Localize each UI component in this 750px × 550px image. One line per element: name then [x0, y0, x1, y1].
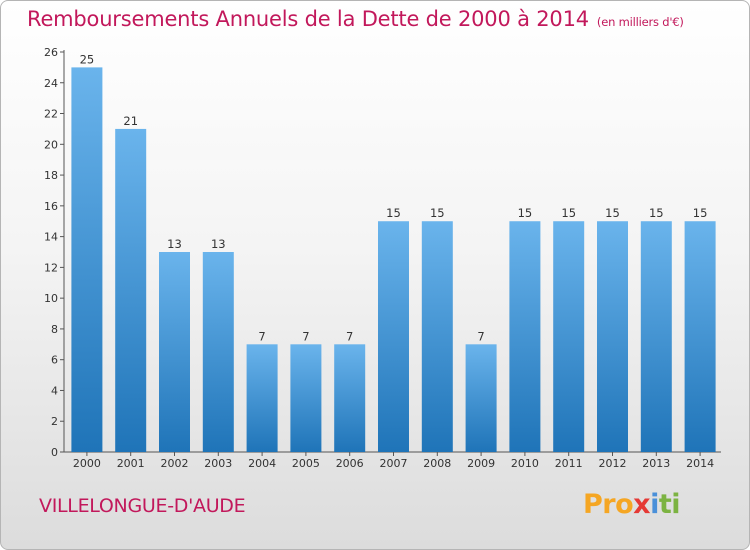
x-tick-label: 2005 — [292, 457, 320, 470]
bar-value-label: 7 — [477, 329, 484, 343]
y-tick-label: 10 — [44, 292, 58, 305]
bar — [71, 67, 103, 452]
x-tick-label: 2012 — [599, 457, 627, 470]
bar — [378, 221, 409, 452]
y-tick-label: 20 — [44, 138, 58, 151]
x-tick-label: 2006 — [336, 457, 364, 470]
bar-value-label: 13 — [167, 237, 182, 251]
bar-value-label: 7 — [258, 329, 265, 343]
bar-value-label: 25 — [80, 52, 95, 66]
bar — [115, 128, 147, 452]
bar-value-label: 15 — [605, 206, 620, 220]
x-tick-label: 2014 — [686, 457, 714, 470]
logo-part-4: ti — [658, 489, 681, 520]
bar-value-label: 21 — [123, 114, 138, 128]
chart-title: Remboursements Annuels de la Dette de 20… — [27, 7, 684, 31]
y-tick-label: 2 — [51, 415, 58, 428]
bar — [290, 344, 322, 452]
bar-value-label: 7 — [302, 329, 309, 343]
bar — [684, 221, 716, 452]
y-tick-label: 22 — [44, 108, 58, 121]
bar — [553, 221, 585, 452]
commune-name: VILLELONGUE-D'AUDE — [39, 495, 246, 517]
bar-value-label: 15 — [386, 206, 401, 220]
bar — [421, 221, 453, 452]
bar — [465, 344, 497, 452]
logo-part-3: i — [650, 489, 659, 520]
y-tick-label: 12 — [44, 261, 58, 274]
bar-value-label: 15 — [693, 206, 708, 220]
x-tick-label: 2011 — [555, 457, 583, 470]
bar-value-label: 15 — [649, 206, 664, 220]
logo-part-2: x — [633, 489, 651, 520]
bar — [640, 221, 672, 452]
x-tick-label: 2013 — [642, 457, 670, 470]
y-tick-label: 26 — [44, 46, 58, 59]
chart-subtitle: (en milliers d'€) — [596, 15, 684, 29]
logo-part-1: Pro — [583, 489, 634, 520]
y-tick-label: 0 — [51, 446, 58, 459]
proxiti-logo: Proxiti — [583, 489, 681, 520]
y-tick-label: 4 — [51, 384, 58, 397]
bar — [597, 221, 628, 452]
y-tick-label: 6 — [51, 354, 58, 367]
x-tick-label: 2009 — [467, 457, 495, 470]
bar — [509, 221, 541, 452]
bar-value-label: 7 — [346, 329, 353, 343]
x-tick-label: 2002 — [161, 457, 189, 470]
bar-value-label: 15 — [518, 206, 533, 220]
x-tick-label: 2000 — [73, 457, 101, 470]
chart-title-text: Remboursements Annuels de la Dette de 20… — [27, 7, 589, 31]
x-tick-label: 2003 — [204, 457, 232, 470]
bar-value-label: 15 — [430, 206, 445, 220]
y-tick-label: 18 — [44, 169, 58, 182]
y-tick-label: 8 — [51, 323, 58, 336]
x-tick-label: 2008 — [423, 457, 451, 470]
y-tick-label: 16 — [44, 200, 58, 213]
bar — [334, 344, 366, 452]
x-tick-label: 2004 — [248, 457, 276, 470]
y-tick-label: 14 — [44, 231, 58, 244]
x-tick-label: 2007 — [380, 457, 408, 470]
bar — [246, 344, 278, 452]
bar — [202, 252, 234, 452]
bar — [159, 252, 190, 452]
y-tick-label: 24 — [44, 77, 58, 90]
bar-value-label: 13 — [211, 237, 226, 251]
x-tick-label: 2001 — [117, 457, 145, 470]
x-tick-label: 2010 — [511, 457, 539, 470]
bar-value-label: 15 — [561, 206, 576, 220]
